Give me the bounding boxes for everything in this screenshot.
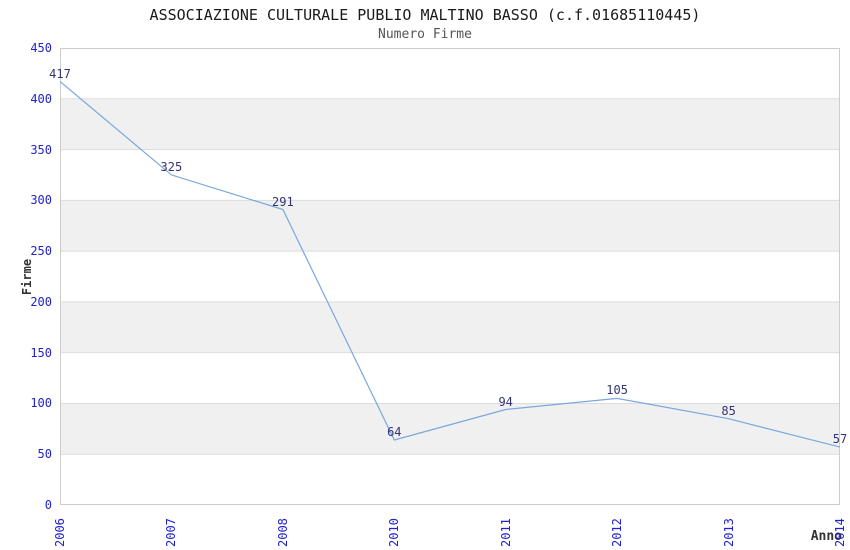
data-label: 85 xyxy=(721,403,736,418)
x-tick-label: 2008 xyxy=(275,518,290,547)
y-tick-label: 100 xyxy=(30,396,52,411)
x-tick-label: 2014 xyxy=(833,518,847,547)
data-label: 325 xyxy=(160,159,183,174)
y-tick-label: 200 xyxy=(30,294,52,309)
data-label: 291 xyxy=(272,194,294,209)
data-label: 417 xyxy=(49,66,71,81)
x-tick-label: 2011 xyxy=(498,518,513,547)
y-axis-label: Firme xyxy=(20,258,34,296)
plot-border xyxy=(60,48,840,505)
data-label: 105 xyxy=(606,383,628,398)
plot-band xyxy=(60,403,840,455)
x-tick-label: 2006 xyxy=(53,518,67,547)
y-tick-label: 0 xyxy=(44,498,52,512)
y-tick-label: 300 xyxy=(30,193,52,208)
chart-title: ASSOCIAZIONE CULTURALE PUBLIO MALTINO BA… xyxy=(149,6,701,24)
data-label: 94 xyxy=(498,394,513,409)
y-tick-label: 50 xyxy=(37,447,52,462)
data-label: 57 xyxy=(832,432,848,447)
x-axis-label: Anno xyxy=(810,529,842,544)
y-tick-label: 250 xyxy=(30,244,52,259)
plot-band xyxy=(60,98,840,150)
data-label: 64 xyxy=(387,425,402,439)
plot-area xyxy=(60,48,840,505)
y-tick-label: 400 xyxy=(30,91,52,106)
x-tick-label: 2007 xyxy=(164,518,179,547)
y-tick-label: 150 xyxy=(30,345,52,360)
x-tick-label: 2013 xyxy=(721,518,736,547)
y-tick-label: 450 xyxy=(30,41,52,55)
plot-band xyxy=(60,301,840,353)
x-tick-label: 2012 xyxy=(610,518,625,547)
x-tick-label: 2010 xyxy=(387,518,402,547)
plot-band xyxy=(60,200,840,252)
chart-subtitle: Numero Firme xyxy=(378,27,472,42)
y-tick-label: 350 xyxy=(30,142,52,157)
data-line xyxy=(60,81,840,448)
plot-svg xyxy=(60,48,840,505)
